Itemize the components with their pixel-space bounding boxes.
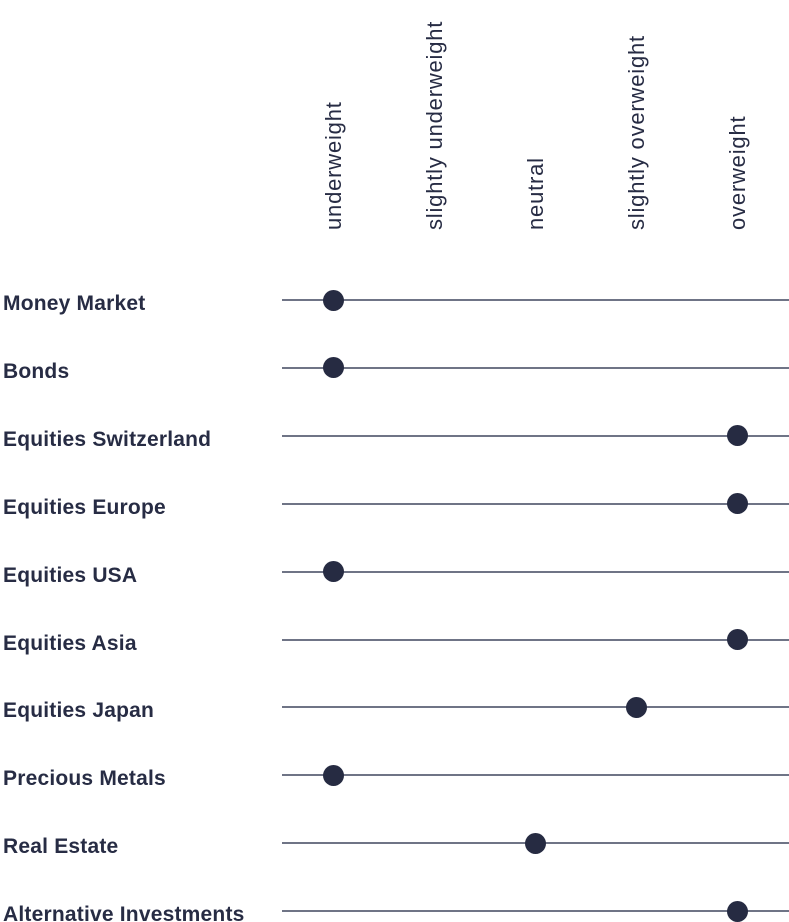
asset-label: Bonds bbox=[3, 359, 70, 383]
allocation-dot bbox=[727, 493, 748, 515]
allocation-dot bbox=[727, 425, 748, 447]
allocation-dot bbox=[525, 832, 546, 854]
allocation-track bbox=[282, 502, 789, 505]
scale-label-slightly-underweight: slightly underweight bbox=[421, 20, 447, 230]
allocation-dot bbox=[626, 696, 647, 718]
allocation-dot bbox=[323, 764, 344, 786]
allocation-track bbox=[282, 706, 789, 709]
allocation-track bbox=[282, 638, 789, 641]
scale-label-underweight: underweight bbox=[320, 101, 346, 230]
asset-label: Alternative Investments bbox=[3, 903, 245, 922]
asset-label: Precious Metals bbox=[3, 767, 166, 791]
scale-label-slightly-overweight: slightly overweight bbox=[623, 35, 649, 230]
allocation-track bbox=[282, 570, 789, 573]
asset-label: Equities Europe bbox=[3, 495, 166, 519]
allocation-dot bbox=[323, 289, 344, 311]
allocation-track bbox=[282, 774, 789, 777]
scale-label-neutral: neutral bbox=[522, 157, 548, 230]
asset-label: Equities Switzerland bbox=[3, 427, 212, 451]
asset-label: Equities Asia bbox=[3, 631, 137, 655]
allocation-dot bbox=[727, 900, 748, 922]
allocation-track bbox=[282, 299, 789, 301]
allocation-track bbox=[282, 366, 789, 369]
asset-label: Real Estate bbox=[3, 835, 119, 859]
allocation-dot bbox=[727, 629, 748, 650]
asset-label: Equities USA bbox=[3, 563, 138, 587]
allocation-track bbox=[282, 434, 789, 437]
allocation-track bbox=[282, 910, 789, 912]
scale-label-overweight: overweight bbox=[724, 115, 750, 230]
allocation-dot bbox=[323, 561, 344, 583]
asset-label: Equities Japan bbox=[3, 699, 155, 723]
allocation-dot bbox=[323, 357, 344, 379]
asset-label: Money Market bbox=[3, 292, 146, 315]
